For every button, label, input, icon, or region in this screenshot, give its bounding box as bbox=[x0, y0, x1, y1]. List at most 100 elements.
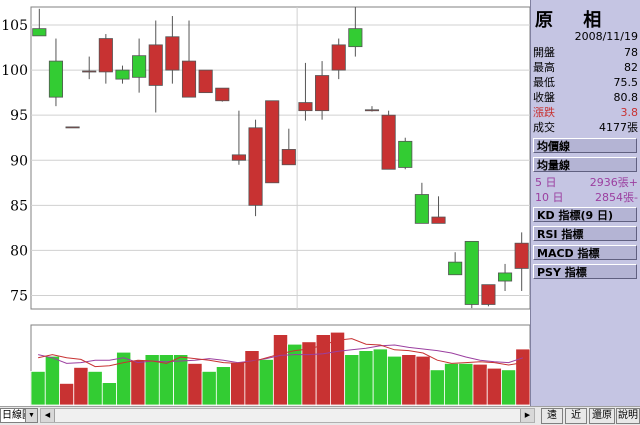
candle-body bbox=[514, 242, 529, 269]
candle-body bbox=[82, 70, 97, 73]
volume-bar bbox=[130, 359, 146, 406]
macd-indicator-button[interactable]: MACD 指標 bbox=[533, 245, 637, 260]
restore-button[interactable]: 還原 bbox=[589, 408, 615, 424]
candle-body bbox=[497, 272, 513, 282]
stock-info-panel: 原 相 2008/11/19 開盤 78 最高 82 最低 75.5 收盤 80… bbox=[530, 0, 640, 425]
y-tick-label: 105 bbox=[1, 18, 28, 34]
y-tick-label: 100 bbox=[1, 63, 28, 79]
volume-bar bbox=[472, 363, 488, 406]
y-tick-label: 95 bbox=[10, 108, 28, 124]
scroll-left-icon[interactable]: ◀ bbox=[41, 409, 55, 422]
stat-change: 漲跌 3.8 bbox=[533, 106, 638, 119]
y-tick-label: 80 bbox=[10, 243, 28, 259]
volume-chart[interactable] bbox=[0, 311, 530, 406]
candle-body bbox=[381, 114, 396, 170]
stock-name: 原 相 bbox=[535, 10, 614, 31]
zoom-in-button[interactable]: 近 bbox=[565, 408, 587, 424]
volume-bar bbox=[358, 350, 374, 406]
rsi-indicator-button[interactable]: RSI 指標 bbox=[533, 226, 637, 241]
candle-body bbox=[398, 140, 413, 168]
ma-label: 5 日 bbox=[535, 176, 557, 189]
scroll-right-icon[interactable]: ▶ bbox=[520, 409, 534, 422]
stat-label: 開盤 bbox=[533, 46, 555, 59]
volume-bar bbox=[87, 371, 103, 406]
volume-bar bbox=[415, 355, 431, 406]
candle-body bbox=[265, 100, 280, 184]
stat-value: 82 bbox=[624, 61, 638, 74]
stat-label: 最低 bbox=[533, 76, 555, 89]
stat-label: 漲跌 bbox=[533, 106, 555, 119]
stat-value: 3.8 bbox=[620, 106, 639, 119]
volume-bar bbox=[116, 351, 132, 406]
candle-body bbox=[32, 28, 47, 37]
volume-ma5-line bbox=[38, 338, 523, 368]
candle-body bbox=[98, 38, 113, 73]
stat-label: 收盤 bbox=[533, 91, 555, 104]
candle-body bbox=[231, 154, 246, 161]
volume-bar bbox=[73, 367, 89, 406]
volume-bar bbox=[30, 371, 46, 406]
price-plot-area bbox=[30, 6, 530, 310]
volume-bar bbox=[444, 363, 460, 406]
zoom-out-button[interactable]: 遠 bbox=[541, 408, 563, 424]
stat-value: 78 bbox=[624, 46, 638, 59]
candle-body bbox=[364, 109, 380, 112]
volume-bar bbox=[301, 341, 317, 406]
stat-label: 最高 bbox=[533, 61, 555, 74]
kd-indicator-button[interactable]: KD 指標(9 日) bbox=[533, 207, 637, 222]
volume-bar bbox=[429, 369, 445, 406]
candle-body bbox=[315, 75, 330, 112]
ma-label: 10 日 bbox=[535, 191, 564, 204]
candle-body bbox=[248, 127, 263, 206]
ma-value: 2854張- bbox=[595, 191, 638, 204]
candle-body bbox=[348, 28, 363, 48]
price-ma-button[interactable]: 均價線 bbox=[533, 138, 637, 153]
volume-bar bbox=[244, 350, 260, 406]
chevron-down-icon[interactable]: ▼ bbox=[25, 409, 37, 422]
volume-bar bbox=[187, 363, 203, 406]
candle-body bbox=[48, 60, 64, 98]
volume-bar bbox=[344, 354, 360, 406]
volume-bar bbox=[501, 369, 517, 406]
stat-volume: 成交 4177張 bbox=[533, 121, 638, 134]
candle-body bbox=[181, 60, 197, 98]
candle-body bbox=[431, 216, 446, 224]
stat-low: 最低 75.5 bbox=[533, 76, 638, 89]
volume-bar bbox=[215, 366, 231, 406]
volume-bar bbox=[329, 331, 346, 406]
volume-bar bbox=[401, 354, 417, 406]
psy-indicator-button[interactable]: PSY 指標 bbox=[533, 264, 637, 279]
candle-body bbox=[298, 102, 313, 112]
candle-body bbox=[481, 284, 496, 305]
volume-bar bbox=[230, 362, 246, 406]
volume-bar bbox=[486, 367, 502, 406]
volume-bar bbox=[201, 371, 217, 406]
volume-bar bbox=[372, 348, 388, 406]
candle-body bbox=[198, 69, 213, 94]
volume-ma10-line bbox=[38, 344, 524, 364]
candle-body bbox=[414, 194, 429, 224]
volume-ma-button[interactable]: 均量線 bbox=[533, 157, 637, 172]
y-tick-label: 90 bbox=[10, 153, 28, 169]
candle-body bbox=[132, 55, 147, 78]
chart-scrollbar[interactable]: ◀ ▶ bbox=[40, 408, 535, 423]
volume-bar bbox=[458, 363, 474, 406]
y-tick-label: 85 bbox=[10, 198, 28, 214]
bottom-toolbar: 日線圖 ▼ ◀ ▶ 遠 近 還原 說明 bbox=[0, 406, 640, 425]
candle-body bbox=[115, 69, 130, 80]
stat-value: 80.8 bbox=[613, 91, 639, 104]
candle-body bbox=[215, 87, 230, 102]
volume-bar bbox=[515, 348, 530, 406]
volume-bar bbox=[387, 355, 403, 406]
period-select-value: 日線圖 bbox=[2, 410, 32, 421]
ma-value: 2936張+ bbox=[589, 176, 638, 189]
stat-high: 最高 82 bbox=[533, 61, 638, 74]
help-button[interactable]: 說明 bbox=[616, 408, 640, 424]
y-tick-label: 75 bbox=[10, 288, 28, 304]
volume-bar bbox=[44, 355, 60, 406]
candle-body bbox=[464, 240, 479, 305]
stat-value: 4177張 bbox=[599, 121, 638, 134]
period-select[interactable]: 日線圖 ▼ bbox=[0, 408, 38, 423]
volume-ma-5: 5 日 2936張+ bbox=[533, 176, 638, 189]
